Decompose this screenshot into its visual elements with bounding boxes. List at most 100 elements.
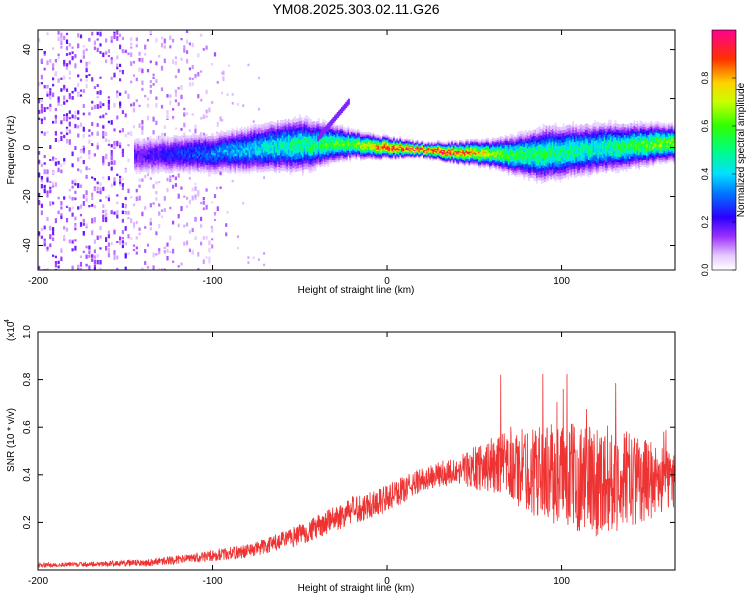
heatmap-cell bbox=[317, 149, 320, 153]
heatmap-cell bbox=[481, 143, 483, 145]
heatmap-cell bbox=[201, 168, 204, 172]
heatmap-cell bbox=[143, 140, 146, 144]
heatmap-cell bbox=[240, 163, 243, 167]
heatmap-cell bbox=[481, 138, 483, 141]
heatmap-cell bbox=[65, 53, 69, 56]
heatmap-cell bbox=[481, 154, 483, 157]
heatmap-cell bbox=[322, 119, 325, 123]
heatmap-cell bbox=[452, 150, 455, 152]
heatmap-cell bbox=[484, 145, 486, 148]
heatmap-cell bbox=[473, 151, 476, 154]
heatmap-cell bbox=[289, 129, 292, 133]
heatmap-cell bbox=[322, 153, 325, 157]
heatmap-cell bbox=[280, 143, 282, 148]
heatmap-cell bbox=[160, 157, 163, 160]
heatmap-cell bbox=[173, 142, 176, 146]
heatmap-cell bbox=[419, 155, 422, 157]
heatmap-cell bbox=[174, 165, 177, 169]
heatmap-cell bbox=[169, 45, 172, 49]
heatmap-cell bbox=[65, 66, 69, 70]
heatmap-cell bbox=[452, 162, 455, 165]
heatmap-cell bbox=[182, 167, 185, 171]
heatmap-cell bbox=[437, 154, 439, 156]
heatmap-cell bbox=[364, 133, 367, 136]
heatmap-cell bbox=[412, 144, 414, 146]
heatmap-cell bbox=[438, 156, 441, 159]
heatmap-cell bbox=[397, 153, 400, 155]
heatmap-cell bbox=[364, 132, 367, 135]
heatmap-cell bbox=[410, 151, 413, 153]
heatmap-cell bbox=[226, 149, 229, 153]
heatmap-cell bbox=[399, 136, 402, 139]
heatmap-cell bbox=[375, 154, 378, 157]
heatmap-cell bbox=[96, 31, 99, 36]
heatmap-cell bbox=[313, 134, 315, 139]
heatmap-cell bbox=[214, 166, 216, 170]
heatmap-cell bbox=[355, 150, 358, 153]
heatmap-cell bbox=[239, 141, 241, 145]
heatmap-cell bbox=[430, 141, 433, 143]
heatmap-cell bbox=[52, 120, 55, 124]
heatmap-cell bbox=[336, 155, 339, 159]
heatmap-cell bbox=[207, 145, 210, 149]
heatmap-cell bbox=[294, 119, 296, 123]
heatmap-cell bbox=[349, 140, 351, 144]
heatmap-cell bbox=[232, 167, 235, 171]
heatmap-cell bbox=[251, 163, 254, 168]
heatmap-cell bbox=[487, 162, 490, 165]
heatmap-cell bbox=[413, 157, 416, 159]
heatmap-cell bbox=[452, 161, 455, 164]
heatmap-cell bbox=[443, 157, 446, 160]
heatmap-cell bbox=[363, 143, 366, 146]
heatmap-cell bbox=[269, 144, 271, 149]
heatmap-cell bbox=[325, 142, 328, 146]
heatmap-cell bbox=[132, 125, 136, 129]
heatmap-cell bbox=[223, 139, 226, 143]
heatmap-cell bbox=[330, 132, 333, 136]
heatmap-cell bbox=[306, 136, 309, 140]
heatmap-cell bbox=[435, 149, 438, 151]
heatmap-cell bbox=[251, 166, 254, 170]
heatmap-cell bbox=[401, 153, 403, 155]
heatmap-cell bbox=[286, 135, 289, 140]
heatmap-cell bbox=[281, 134, 284, 139]
heatmap-cell bbox=[141, 169, 144, 173]
heatmap-cell bbox=[102, 204, 105, 208]
heatmap-cell bbox=[429, 143, 432, 146]
heatmap-cell bbox=[198, 155, 201, 159]
heatmap-cell bbox=[413, 143, 416, 145]
heatmap-cell bbox=[405, 145, 408, 147]
heatmap-cell bbox=[451, 152, 454, 154]
heatmap-cell bbox=[302, 153, 304, 158]
heatmap-cell bbox=[393, 139, 395, 141]
heatmap-cell bbox=[339, 136, 342, 139]
heatmap-cell bbox=[463, 157, 466, 160]
heatmap-cell bbox=[287, 127, 290, 132]
heatmap-cell bbox=[237, 136, 240, 140]
heatmap-cell bbox=[211, 228, 214, 233]
heatmap-cell bbox=[212, 171, 215, 175]
heatmap-cell bbox=[228, 155, 230, 159]
heatmap-cell bbox=[216, 131, 218, 135]
heatmap-cell bbox=[339, 145, 342, 149]
heatmap-cell bbox=[391, 137, 394, 140]
heatmap-cell bbox=[245, 144, 248, 148]
heatmap-cell bbox=[328, 149, 331, 153]
heatmap-cell bbox=[96, 38, 99, 41]
heatmap-cell bbox=[399, 147, 402, 149]
heatmap-cell bbox=[448, 151, 450, 154]
heatmap-cell bbox=[413, 147, 416, 150]
heatmap-cell bbox=[372, 152, 375, 155]
heatmap-cell bbox=[399, 150, 402, 152]
heatmap-cell bbox=[267, 148, 270, 152]
heatmap-cell bbox=[454, 159, 457, 162]
heatmap-cell bbox=[145, 145, 147, 149]
heatmap-cell bbox=[325, 144, 328, 148]
heatmap-cell bbox=[364, 143, 367, 146]
heatmap-cell bbox=[352, 138, 355, 141]
heatmap-cell bbox=[374, 143, 377, 146]
heatmap-cell bbox=[240, 158, 243, 162]
heatmap-cell bbox=[346, 134, 348, 138]
heatmap-cell bbox=[181, 142, 183, 146]
heatmap-cell bbox=[308, 123, 311, 127]
